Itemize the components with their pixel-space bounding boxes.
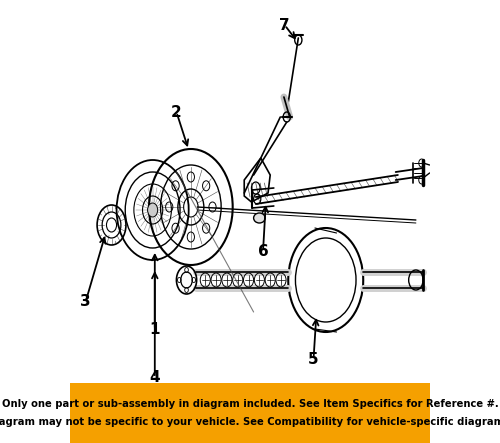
Text: 3: 3	[80, 295, 91, 310]
Text: 2: 2	[171, 105, 182, 120]
Text: 6: 6	[258, 245, 268, 260]
Text: Only one part or sub-assembly in diagram included. See Item Specifics for Refere: Only one part or sub-assembly in diagram…	[2, 399, 498, 409]
Text: 7: 7	[280, 18, 290, 32]
Text: 1: 1	[150, 323, 160, 338]
Text: 5: 5	[308, 353, 319, 368]
Ellipse shape	[254, 213, 265, 223]
Circle shape	[148, 203, 158, 217]
Text: Diagram may not be specific to your vehicle. See Compatibility for vehicle-speci: Diagram may not be specific to your vehi…	[0, 417, 500, 427]
Bar	[70, 383, 430, 443]
Text: 4: 4	[150, 370, 160, 385]
